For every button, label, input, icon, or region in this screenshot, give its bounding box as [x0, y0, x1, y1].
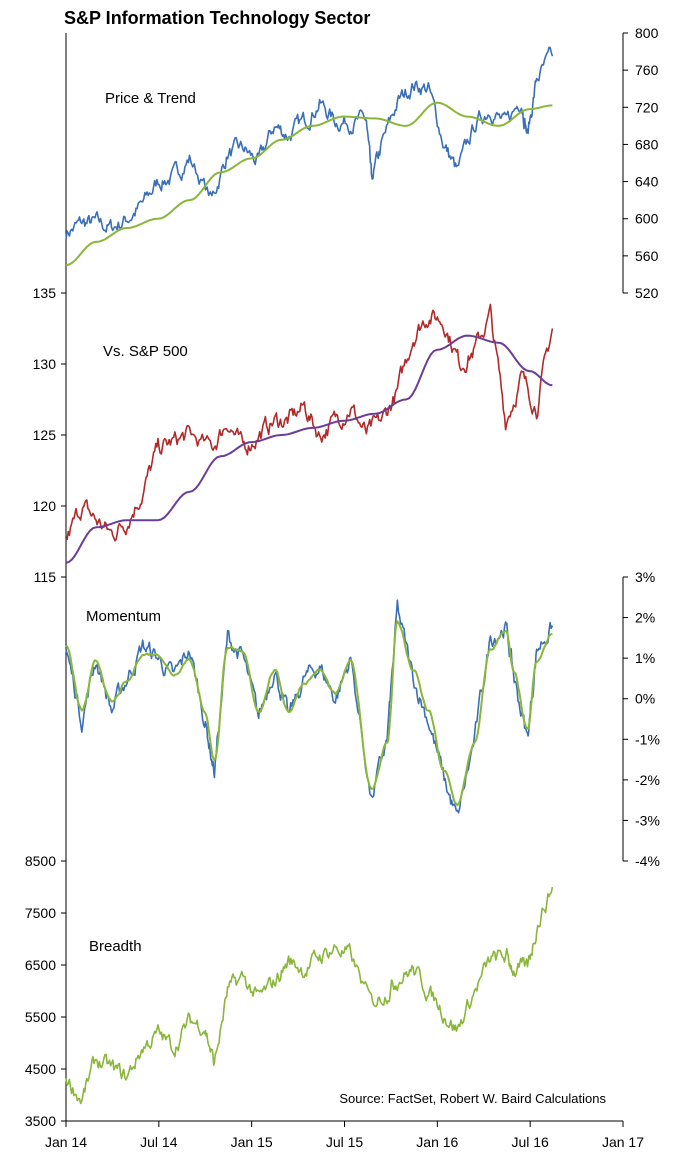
panel-label-2: Momentum: [86, 608, 161, 625]
chart-axes: 800 760 720 680 640 600 560 520 135 130 125 120 115 3…: [25, 25, 660, 1150]
series-line-3-breadth: [65, 886, 554, 1105]
y-tick-label: 760: [635, 62, 659, 78]
y-tick-label: 0%: [635, 691, 655, 707]
y-tick-label: -3%: [635, 812, 660, 828]
y-tick-label: 115: [34, 569, 57, 585]
y-tick-label: 7500: [25, 905, 56, 921]
panel-label-0: Price & Trend: [105, 90, 196, 107]
y-tick-label: -1%: [635, 731, 660, 747]
chart-series: [65, 46, 554, 1105]
x-tick-label: Jan 14: [45, 1134, 87, 1150]
panel-label-1: Vs. S&P 500: [103, 343, 188, 360]
y-tick-label: -4%: [635, 853, 660, 869]
series-line-0-trend: [65, 101, 553, 267]
y-tick-label: 130: [33, 356, 57, 372]
y-tick-label: -2%: [635, 772, 660, 788]
x-tick-label: Jan 15: [231, 1134, 273, 1150]
x-tick-label: Jul 16: [511, 1134, 549, 1150]
y-tick-label: 3%: [635, 569, 655, 585]
chart-labels: Price & Trend Vs. S&P 500 Momentum Breadth: [86, 90, 196, 955]
y-tick-label: 120: [33, 498, 57, 514]
y-tick-label: 6500: [25, 957, 56, 973]
x-tick-label: Jul 14: [140, 1134, 178, 1150]
x-tick-label: Jan 17: [602, 1134, 644, 1150]
y-tick-label: 640: [635, 174, 659, 190]
y-tick-label: 3500: [25, 1113, 56, 1129]
y-tick-label: 560: [635, 248, 659, 264]
y-tick-label: 4500: [25, 1061, 56, 1077]
series-line-2-slow: [65, 620, 553, 807]
series-line-0-price: [65, 46, 554, 240]
series-line-1-ratio: [65, 303, 554, 542]
y-tick-label: 1%: [635, 650, 655, 666]
y-tick-label: 5500: [25, 1009, 56, 1025]
y-tick-label: 520: [635, 285, 659, 301]
y-tick-label: 680: [635, 136, 659, 152]
y-tick-label: 2%: [635, 610, 655, 626]
y-tick-label: 720: [635, 99, 659, 115]
chart-title: S&P Information Technology Sector: [64, 8, 370, 28]
x-tick-label: Jan 16: [416, 1134, 458, 1150]
series-line-1-trend: [65, 334, 553, 564]
panel-label-3: Breadth: [89, 938, 142, 955]
y-tick-label: 8500: [25, 853, 56, 869]
source-note: Source: FactSet, Robert W. Baird Calcula…: [339, 1091, 606, 1106]
series-line-2-fast: [65, 599, 554, 814]
y-tick-label: 135: [33, 285, 57, 301]
y-tick-label: 600: [635, 211, 659, 227]
y-tick-label: 800: [635, 25, 659, 41]
x-tick-label: Jul 15: [326, 1134, 364, 1150]
y-tick-label: 125: [33, 427, 57, 443]
